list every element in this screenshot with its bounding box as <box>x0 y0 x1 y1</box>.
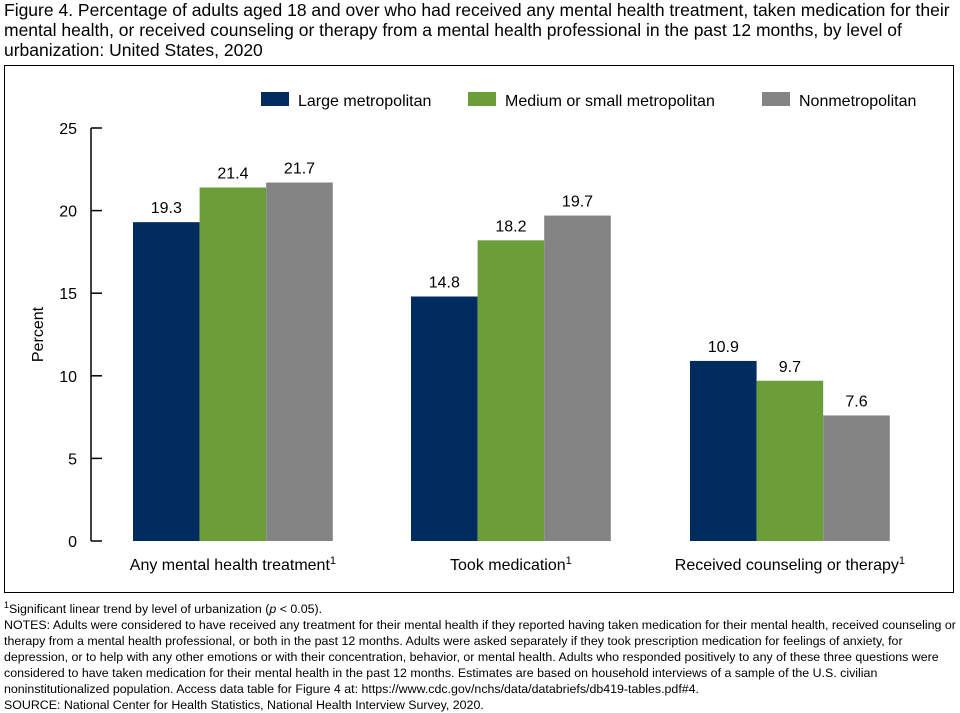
x-category-text: Took medication <box>450 557 566 574</box>
bar-value-label: 9.7 <box>779 359 801 376</box>
y-tick-label: 15 <box>59 286 77 303</box>
bar <box>690 360 757 541</box>
footnote-text-end: < 0.05). <box>276 602 323 616</box>
y-tick-label: 0 <box>68 534 77 551</box>
x-category-text: Any mental health treatment <box>130 557 331 574</box>
legend-label: Large metropolitan <box>298 93 431 110</box>
x-category-superscript: 1 <box>566 555 572 567</box>
notes-block: 1Significant linear trend by level of ur… <box>4 599 959 713</box>
legend-swatch <box>261 92 289 106</box>
y-tick-label: 20 <box>59 204 77 221</box>
footnote-p-symbol: p <box>269 602 277 616</box>
bar <box>544 215 611 541</box>
footnote-marker: 1 <box>4 599 10 610</box>
bar-value-label: 7.6 <box>845 393 867 410</box>
legend-swatch <box>762 92 790 106</box>
y-axis-title: Percent <box>30 306 47 362</box>
x-category-label: Received counseling or therapy1 <box>675 555 905 574</box>
y-tick-label: 25 <box>59 121 77 138</box>
bar-value-label: 19.3 <box>151 200 182 217</box>
bar <box>477 240 545 541</box>
chart-frame <box>4 65 954 593</box>
bar <box>133 222 200 541</box>
footnote-text: Significant linear trend by level of urb… <box>9 602 270 616</box>
x-category-superscript: 1 <box>899 555 905 567</box>
bar-value-label: 14.8 <box>429 275 460 292</box>
bar-value-label: 21.4 <box>217 165 248 182</box>
legend-swatch <box>468 92 496 106</box>
legend-label: Medium or small metropolitan <box>505 93 715 110</box>
bar <box>411 296 478 541</box>
x-category-label: Any mental health treatment1 <box>130 555 336 574</box>
bar-chart: 0 5 10 15 20 25 Percent 19.3 14.8 10.9 21.4 18.2 9.7… <box>30 92 916 574</box>
bar-value-label: 10.9 <box>708 339 739 356</box>
x-category-superscript: 1 <box>330 555 336 567</box>
y-tick-label: 5 <box>68 451 77 468</box>
y-tick-label: 10 <box>59 369 77 386</box>
bar-value-label: 21.7 <box>284 161 315 178</box>
footnote: 1Significant linear trend by level of ur… <box>4 599 959 617</box>
figure-title: Figure 4. Percentage of adults aged 18 a… <box>4 0 950 60</box>
bar <box>199 187 267 542</box>
notes-text: NOTES: Adults were considered to have re… <box>4 618 956 696</box>
bar <box>266 182 333 542</box>
x-category-label: Took medication1 <box>450 555 572 574</box>
bar-value-label: 18.2 <box>495 218 526 235</box>
bar-value-label: 19.7 <box>562 194 593 211</box>
legend-label: Nonmetropolitan <box>799 93 916 110</box>
x-category-text: Received counseling or therapy <box>675 557 899 574</box>
bar <box>823 415 890 541</box>
bar <box>756 380 824 541</box>
source-text: SOURCE: National Center for Health Stati… <box>4 698 484 712</box>
